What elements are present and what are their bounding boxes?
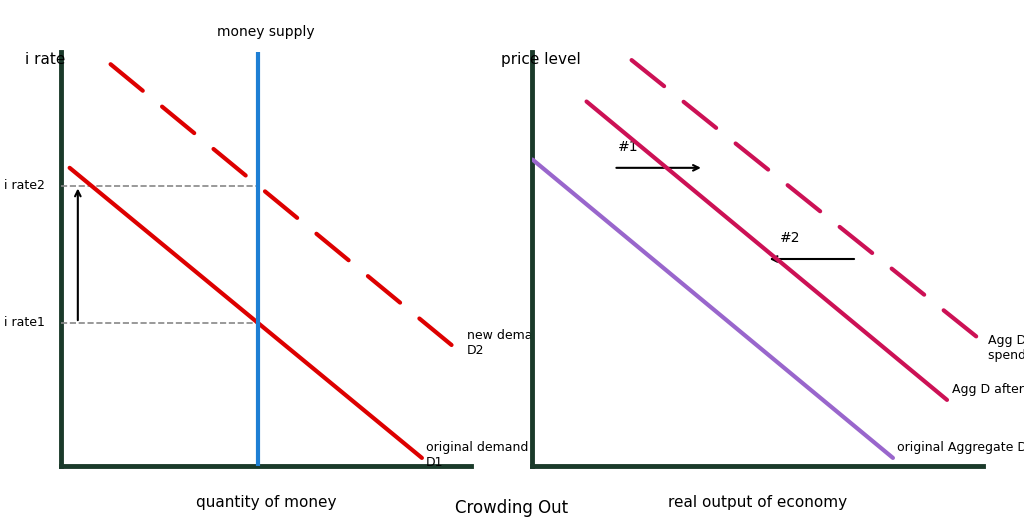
Text: price level: price level	[501, 52, 581, 67]
Text: Agg D after fiscal
spending bill: Agg D after fiscal spending bill	[987, 334, 1024, 362]
Text: new demand for money
D2: new demand for money D2	[467, 329, 616, 357]
Text: Crowding Out: Crowding Out	[456, 499, 568, 517]
Text: Agg D after crowding out: Agg D after crowding out	[951, 383, 1024, 396]
Text: i rate: i rate	[25, 52, 65, 67]
Text: i rate1: i rate1	[4, 316, 45, 329]
Text: quantity of money: quantity of money	[196, 495, 337, 510]
Text: #1: #1	[618, 140, 639, 154]
Text: original Aggregate Demand: original Aggregate Demand	[897, 441, 1024, 454]
Text: i rate2: i rate2	[4, 179, 45, 192]
Text: real output of economy: real output of economy	[669, 495, 847, 510]
Text: #2: #2	[780, 232, 801, 246]
Text: money supply: money supply	[217, 25, 315, 39]
Text: original demand for money
D1: original demand for money D1	[426, 441, 596, 469]
